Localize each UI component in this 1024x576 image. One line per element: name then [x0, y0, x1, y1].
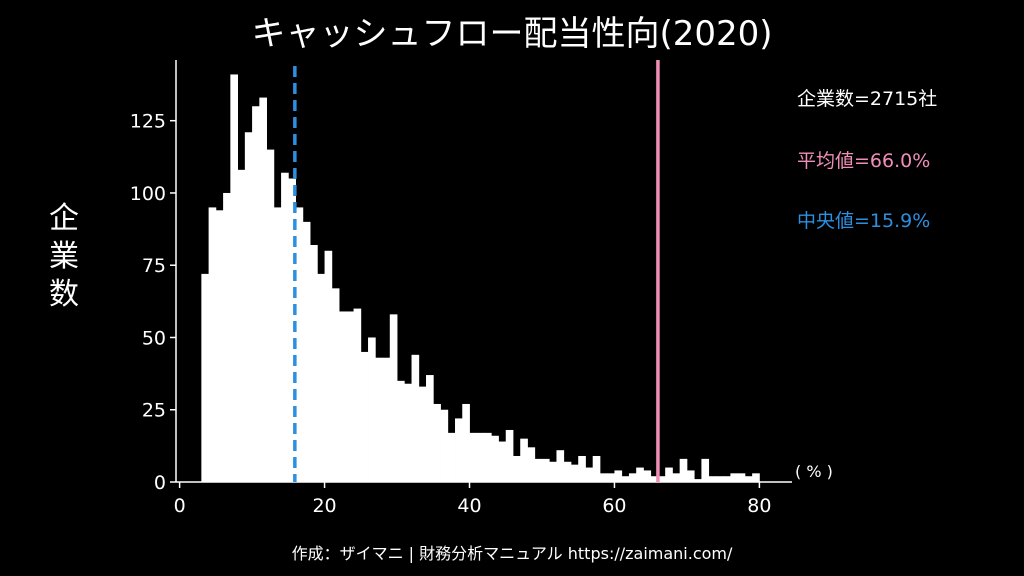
- mean-label: 平均値=66.0%: [797, 150, 931, 172]
- histogram-bar: [505, 429, 514, 482]
- histogram-bar: [701, 458, 710, 482]
- histogram-bar: [737, 473, 746, 482]
- histogram-bar: [310, 244, 318, 482]
- histogram-bar: [628, 473, 637, 482]
- histogram-bar: [512, 455, 521, 482]
- y-tick-label: 0: [154, 472, 166, 494]
- histogram-bar: [730, 473, 739, 482]
- histogram-bar: [534, 458, 543, 482]
- histogram-bar: [563, 461, 572, 482]
- y-tick-label: 25: [142, 400, 166, 422]
- histogram-bar: [498, 441, 507, 482]
- histogram-bar: [744, 476, 753, 482]
- histogram-bar: [715, 476, 724, 482]
- histogram-bar: [368, 337, 376, 482]
- histogram-bar: [382, 357, 391, 482]
- histogram-bar: [541, 458, 550, 482]
- median-label: 中央値=15.9%: [797, 210, 931, 232]
- histogram-bar: [621, 476, 630, 482]
- histogram-bar: [244, 132, 253, 483]
- histogram-bar: [549, 461, 557, 482]
- histogram-bar: [672, 473, 681, 482]
- histogram-bar: [455, 418, 463, 482]
- histogram-bar: [317, 273, 325, 482]
- histogram-bar: [636, 467, 644, 482]
- histogram-bar: [230, 74, 238, 482]
- x-tick-label: 40: [457, 495, 481, 517]
- company-count-label: 企業数=2715社: [797, 88, 938, 110]
- chart-title: キャッシュフロー配当性向(2020): [251, 14, 773, 54]
- histogram-bar: [281, 172, 289, 483]
- x-tick-label: 20: [312, 495, 336, 517]
- histogram-bar: [607, 473, 615, 482]
- x-tick-label: 60: [602, 495, 626, 517]
- histogram-bar: [657, 476, 666, 482]
- histogram-bar: [418, 386, 427, 482]
- histogram-bar: [360, 351, 369, 482]
- histogram-bar: [346, 311, 354, 482]
- histogram-bar: [686, 470, 695, 482]
- histogram-bar: [469, 432, 478, 482]
- histogram-bar: [556, 450, 565, 482]
- histogram-bar: [484, 432, 492, 482]
- histogram-bar: [665, 467, 673, 482]
- histogram-bar: [527, 447, 536, 482]
- histogram-bar: [288, 178, 296, 483]
- histogram-bar: [215, 210, 224, 482]
- y-tick-label: 50: [142, 327, 166, 349]
- histogram-bar: [592, 455, 601, 482]
- histogram-bar: [411, 354, 420, 482]
- y-tick-label: 75: [142, 255, 166, 277]
- histogram-bar: [694, 479, 702, 482]
- histogram-bar: [295, 207, 304, 483]
- histogram-bar: [302, 221, 311, 482]
- histogram-bar: [447, 432, 456, 482]
- histogram-bar: [520, 438, 528, 482]
- histogram-bar: [462, 403, 470, 482]
- histogram-bar: [397, 380, 405, 482]
- histogram-bar: [353, 308, 362, 482]
- histogram-bar: [643, 470, 652, 482]
- histogram-bar: [570, 464, 579, 482]
- histogram-bar: [331, 288, 340, 482]
- histogram-bar: [585, 467, 594, 482]
- histogram-bar: [201, 273, 210, 482]
- histogram-bar: [491, 435, 499, 482]
- y-tick-label: 100: [130, 183, 166, 205]
- histogram-bar: [650, 476, 659, 482]
- histogram-bar: [389, 314, 398, 482]
- histogram-bar: [614, 470, 623, 482]
- histogram-bar: [404, 383, 412, 482]
- histogram-bar: [723, 476, 731, 482]
- histogram-bar: [752, 473, 760, 482]
- histogram-bar: [679, 458, 688, 482]
- y-axis-label: 企業数: [49, 201, 79, 312]
- histogram-bar: [259, 97, 267, 482]
- histogram-bar: [599, 473, 608, 482]
- histogram-bar: [426, 375, 434, 482]
- credit-footer: 作成：ザイマニ | 財務分析マニュアル https://zaimani.com/: [291, 544, 733, 563]
- histogram-bar: [476, 432, 485, 482]
- x-unit-label: ( % ): [795, 462, 833, 481]
- histogram-bar: [578, 455, 586, 482]
- histogram-bar: [252, 106, 260, 482]
- histogram-bar: [324, 250, 333, 482]
- histogram-bar: [433, 403, 441, 482]
- histogram-bar: [237, 169, 246, 482]
- histogram-bar: [266, 149, 275, 483]
- histogram-bar: [208, 207, 217, 483]
- x-tick-label: 0: [174, 495, 186, 517]
- histogram-bar: [708, 476, 717, 482]
- histogram-bar: [375, 357, 383, 482]
- histogram-bar: [273, 207, 282, 483]
- x-tick-label: 80: [747, 495, 771, 517]
- y-tick-label: 125: [130, 111, 166, 133]
- histogram-bar: [440, 409, 449, 482]
- histogram-bar: [223, 192, 231, 482]
- histogram-bar: [339, 311, 347, 482]
